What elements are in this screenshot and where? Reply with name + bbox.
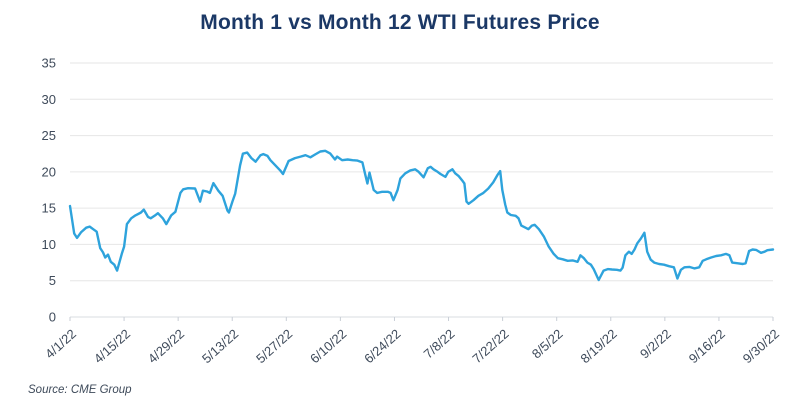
- y-axis-tick-label: 30: [42, 92, 56, 107]
- y-axis-tick-label: 35: [42, 56, 56, 71]
- y-axis-tick-label: 15: [42, 201, 56, 216]
- chart-title: Month 1 vs Month 12 WTI Futures Price: [200, 11, 600, 34]
- y-axis-tick-label: 5: [49, 273, 56, 288]
- x-axis-tick-label: 4/29/22: [145, 326, 187, 366]
- x-axis-tick-label: 6/10/22: [307, 326, 349, 366]
- x-axis-tick-label: 5/13/22: [199, 326, 241, 366]
- x-axis-tick-label: 9/16/22: [686, 326, 728, 366]
- x-axis-tick-label: 9/2/22: [637, 326, 674, 361]
- y-axis-tick-label: 20: [42, 164, 56, 179]
- x-axis-tick-label: 9/30/22: [740, 326, 782, 366]
- source-note: Source: CME Group: [28, 384, 132, 396]
- x-axis-tick-label: 8/5/22: [529, 326, 566, 361]
- x-axis-tick-label: 4/15/22: [91, 326, 133, 366]
- x-axis-tick-label: 4/1/22: [42, 326, 79, 361]
- price-line: [68, 149, 775, 282]
- x-axis-tick-label: 6/24/22: [361, 326, 403, 366]
- x-axis-tick-label: 7/22/22: [469, 326, 511, 366]
- y-axis-tick-label: 0: [49, 310, 56, 325]
- x-axis-tick-label: 7/8/22: [421, 326, 458, 361]
- y-axis-tick-label: 25: [42, 128, 56, 143]
- x-axis-tick-label: 5/27/22: [253, 326, 295, 366]
- x-axis-tick-label: 8/19/22: [578, 326, 620, 366]
- y-axis-tick-label: 10: [42, 237, 56, 252]
